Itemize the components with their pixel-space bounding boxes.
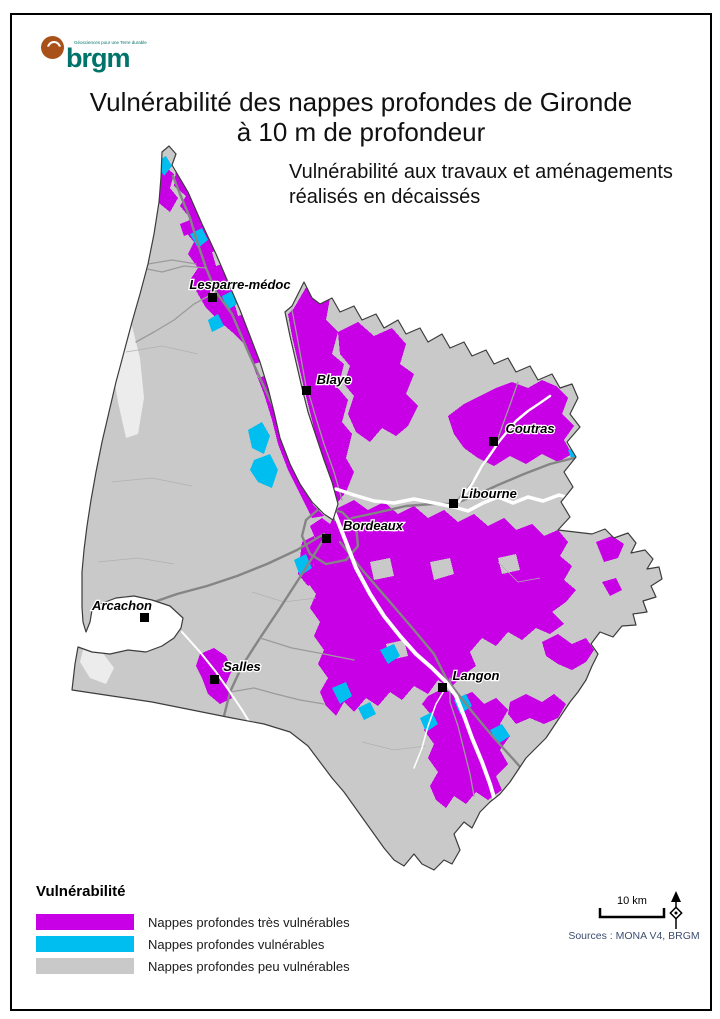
gironde-land <box>72 146 662 870</box>
north-arrow-icon <box>669 891 683 929</box>
city-label: Bordeaux <box>343 518 404 533</box>
sources-note: Sources : MONA V4, BRGM <box>568 930 700 942</box>
legend-swatch-cyan <box>36 936 134 952</box>
legend-title: Vulnérabilité <box>36 883 126 900</box>
legend-label: Nappes profondes vulnérables <box>148 936 325 952</box>
city-markers <box>140 293 498 692</box>
city-marker <box>140 613 149 622</box>
map-sheet: Géosciences pour une Terre durable brgm … <box>10 13 712 1011</box>
page-title-line1: Vulnérabilité des nappes profondes de Gi… <box>89 87 633 117</box>
rivers <box>181 394 590 806</box>
page-title: Vulnérabilité des nappes profondes de Gi… <box>12 87 710 147</box>
map-subtitle-line2: réalisés en décaissés <box>289 186 481 208</box>
map-subtitle: Vulnérabilité aux travaux et aménagement… <box>289 160 699 210</box>
brgm-logo: Géosciences pour une Terre durable brgm <box>30 33 180 85</box>
legend-label: Nappes profondes peu vulnérables <box>148 958 350 974</box>
map-subtitle-line1: Vulnérabilité aux travaux et aménagement… <box>289 161 673 183</box>
brgm-tagline: Géosciences pour une Terre durable <box>74 40 147 45</box>
city-label: Libourne <box>461 486 517 501</box>
scale-bar: 10 km <box>598 895 666 919</box>
legend-item-vulnerables: Nappes profondes vulnérables <box>36 936 366 952</box>
city-label: Blaye <box>317 372 352 387</box>
brgm-wordmark: brgm <box>66 43 130 73</box>
city-marker <box>438 683 447 692</box>
city-label: Arcachon <box>91 598 152 613</box>
city-marker <box>208 293 217 302</box>
city-labels: Lesparre-médoc Blaye Coutras Libourne Bo… <box>90 276 556 685</box>
city-marker <box>322 534 331 543</box>
brgm-logo-arc-icon <box>47 41 61 47</box>
city-label: Salles <box>223 659 261 674</box>
city-marker <box>449 499 458 508</box>
legend-swatch-gray <box>36 958 134 974</box>
legend-swatch-magenta <box>36 914 134 930</box>
city-marker <box>210 675 219 684</box>
legend-label: Nappes profondes très vulnérables <box>148 914 350 930</box>
scale-bar-label: 10 km <box>617 895 647 907</box>
city-marker <box>302 386 311 395</box>
commune-boundaries <box>97 345 541 751</box>
scale-bar-line <box>598 908 666 919</box>
map-canvas: Lesparre-médoc Blaye Coutras Libourne Bo… <box>71 145 683 929</box>
city-label: Langon <box>453 668 500 683</box>
city-label: Lesparre-médoc <box>189 277 291 292</box>
legend: Vulnérabilité Nappes profondes très vuln… <box>36 883 366 980</box>
legend-item-peu-vulnerables: Nappes profondes peu vulnérables <box>36 958 366 974</box>
page-title-line2: à 10 m de profondeur <box>236 117 486 147</box>
city-label: Coutras <box>505 421 554 436</box>
city-marker <box>489 437 498 446</box>
legend-item-tres-vulnerables: Nappes profondes très vulnérables <box>36 914 366 930</box>
